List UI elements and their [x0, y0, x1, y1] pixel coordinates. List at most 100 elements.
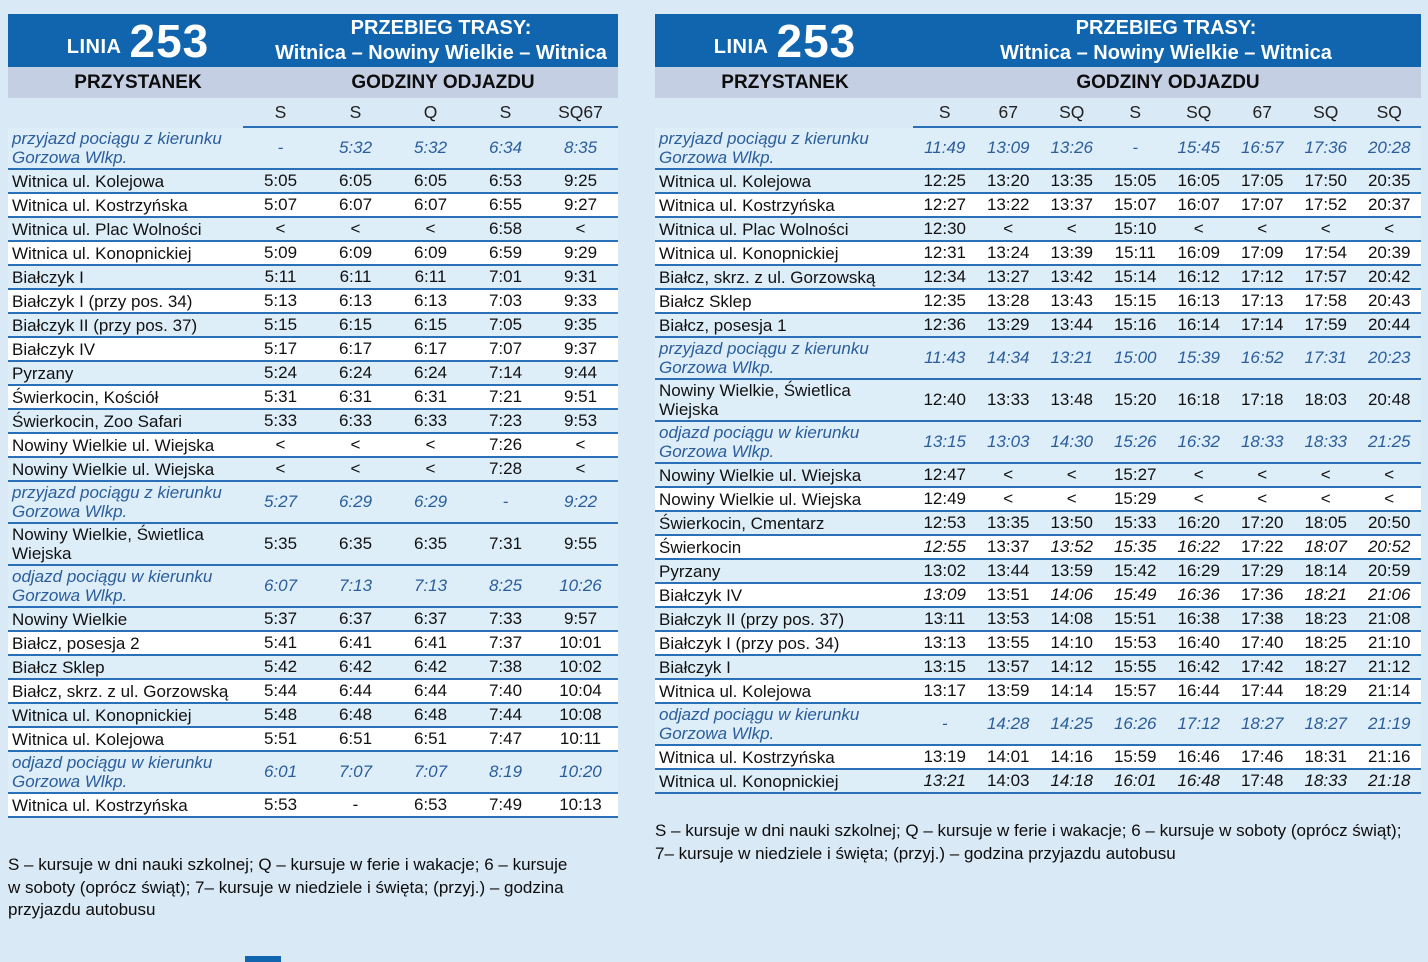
time-cell: 6:29 [413, 492, 448, 512]
time-cell: 7:07 [338, 762, 373, 782]
time-cell: 12:36 [923, 315, 967, 335]
route-title: PRZEBIEG TRASY: [1075, 16, 1257, 39]
time-cell: 21:14 [1367, 681, 1411, 701]
time-cell: 17:31 [1304, 348, 1348, 368]
time-cell: 15:27 [1113, 465, 1157, 485]
station-name: odjazd pociągu w kierunku Gorzowa Wlkp. [659, 423, 860, 462]
time-cell: 17:57 [1304, 267, 1348, 287]
table-row: Białcz Sklep 5:42 6:42 6:42 7:38 10:02 [8, 656, 618, 681]
time-cell: 15:07 [1113, 195, 1157, 215]
time-cell: 15:16 [1113, 315, 1157, 335]
time-cell: 18:05 [1304, 513, 1348, 533]
time-cell: 16:05 [1177, 171, 1221, 191]
time-cell: 9:27 [563, 195, 598, 215]
table-row: Nowiny Wielkie 5:37 6:37 6:37 7:33 9:57 [8, 608, 618, 633]
time-cell: 9:33 [563, 291, 598, 311]
line-badge: LINIA 253 [655, 18, 915, 64]
time-cell: 6:53 [413, 795, 448, 815]
train-info-row: przyjazd pociągu z kierunku Gorzowa Wlkp… [8, 128, 618, 171]
station-name: odjazd pociągu w kierunku Gorzowa Wlkp. [12, 567, 213, 606]
time-cell: 15:42 [1113, 561, 1157, 581]
time-cell: 9:55 [563, 534, 598, 554]
table-row: Nowiny Wielkie, Świetlica Wiejska 5:35 6:3… [8, 524, 618, 567]
column-headers: S S Q S SQ67 [8, 98, 618, 128]
time-cell: 17:12 [1240, 267, 1284, 287]
station-name: Świerkocin, Zoo Safari [12, 411, 183, 431]
time-cell: 13:57 [986, 657, 1030, 677]
time-cell: 14:34 [986, 348, 1030, 368]
time-cell: 17:36 [1240, 585, 1284, 605]
time-cell: 21:25 [1367, 432, 1411, 452]
time-cell: 6:09 [338, 243, 373, 263]
time-cell: 9:44 [563, 363, 598, 383]
time-cell: 17:09 [1240, 243, 1284, 263]
time-cell: 12:34 [923, 267, 967, 287]
time-cell: 17:07 [1240, 195, 1284, 215]
time-cell: 17:42 [1240, 657, 1284, 677]
time-cell: 17:59 [1304, 315, 1348, 335]
time-cell: 6:53 [488, 171, 523, 191]
time-cell: < [275, 459, 286, 479]
time-cell: 5:31 [263, 387, 298, 407]
time-cell: 16:13 [1177, 291, 1221, 311]
time-cell: < [1257, 219, 1268, 239]
time-cell: 16:29 [1177, 561, 1221, 581]
time-cell: < [275, 435, 286, 455]
time-cell: 15:39 [1177, 348, 1221, 368]
station-name: Witnica ul. Konopnickiej [659, 771, 839, 791]
table-row: Witnica ul. Kolejowa 12:25 13:20 13:35 15:05… [655, 170, 1421, 195]
time-cell: 5:35 [263, 534, 298, 554]
time-cell: - [277, 138, 284, 158]
station-name: przyjazd pociągu z kierunku Gorzowa Wlkp… [659, 129, 869, 168]
table-row: Witnica ul. Kostrzyńska 13:19 14:01 14:16 15… [655, 746, 1421, 771]
route-header: PRZEBIEG TRASY: Witnica – Nowiny Wielkie… [915, 16, 1421, 66]
time-cell: 7:07 [413, 762, 448, 782]
time-cell: < [1384, 219, 1395, 239]
time-cell: 21:06 [1367, 585, 1411, 605]
time-cell: 5:37 [263, 609, 298, 629]
time-cell: 21:12 [1367, 657, 1411, 677]
time-cell: 6:35 [413, 534, 448, 554]
time-cell: 17:38 [1240, 609, 1284, 629]
time-cell: 6:05 [338, 171, 373, 191]
table-row: Witnica ul. Konopnickiej 12:31 13:24 13:39 1… [655, 242, 1421, 267]
time-cell: 20:39 [1367, 243, 1411, 263]
station-name: Witnica ul. Plac Wolności [659, 219, 849, 239]
station-name: Białcz, posesja 2 [12, 633, 140, 653]
station-name: Nowiny Wielkie ul. Wiejska [12, 459, 215, 479]
table-row: Nowiny Wielkie ul. Wiejska 12:49 < <15:29 < <… [655, 488, 1421, 513]
section-band: PRZYSTANEK GODZINY ODJAZDU [655, 67, 1421, 98]
time-cell: 6:17 [338, 339, 373, 359]
table-row: Pyrzany 13:02 13:44 13:59 15:42 16:29 17:29 18:… [655, 560, 1421, 585]
table-row: Witnica ul. Kolejowa 5:51 6:51 6:51 7:47 10:1… [8, 728, 618, 753]
time-cell: < [1003, 465, 1014, 485]
time-cell: 5:51 [263, 729, 298, 749]
time-cell: 10:20 [559, 762, 602, 782]
table-row: Witnica ul. Konopnickiej 5:09 6:09 6:09 6:59… [8, 242, 618, 267]
time-cell: 8:19 [488, 762, 523, 782]
time-cell: 12:47 [923, 465, 967, 485]
table-row: Białcz, skrz. z ul. Gorzowską 12:34 13:27 1… [655, 266, 1421, 291]
time-cell: 12:53 [923, 513, 967, 533]
time-cell: 6:34 [488, 138, 523, 158]
station-name: Białcz, skrz. z ul. Gorzowską [12, 681, 229, 701]
station-name: Białcz Sklep [12, 657, 105, 677]
legend-text: S – kursuje w dni nauki szkolnej; Q – ku… [8, 855, 568, 920]
station-name: Witnica ul. Kostrzyńska [12, 795, 188, 815]
time-cell: 14:06 [1050, 585, 1094, 605]
time-cell: 18:33 [1304, 771, 1348, 791]
time-cell: 12:31 [923, 243, 967, 263]
station-name: Świerkocin, Kościół [12, 387, 159, 407]
time-cell: 18:23 [1304, 609, 1348, 629]
departures-header: GODZINY ODJAZDU [351, 71, 535, 93]
time-cell: < [1193, 465, 1204, 485]
time-cell: 9:25 [563, 171, 598, 191]
time-cell: 14:08 [1050, 609, 1094, 629]
time-cell: 15:59 [1113, 747, 1157, 767]
time-cell: 15:45 [1177, 138, 1221, 158]
time-cell: 15:20 [1113, 390, 1157, 410]
station-name: Świerkocin, Cmentarz [659, 513, 825, 533]
station-name: Białczyk I (przy pos. 34) [659, 633, 840, 653]
time-cell: 17:52 [1304, 195, 1348, 215]
time-cell: 14:01 [986, 747, 1030, 767]
